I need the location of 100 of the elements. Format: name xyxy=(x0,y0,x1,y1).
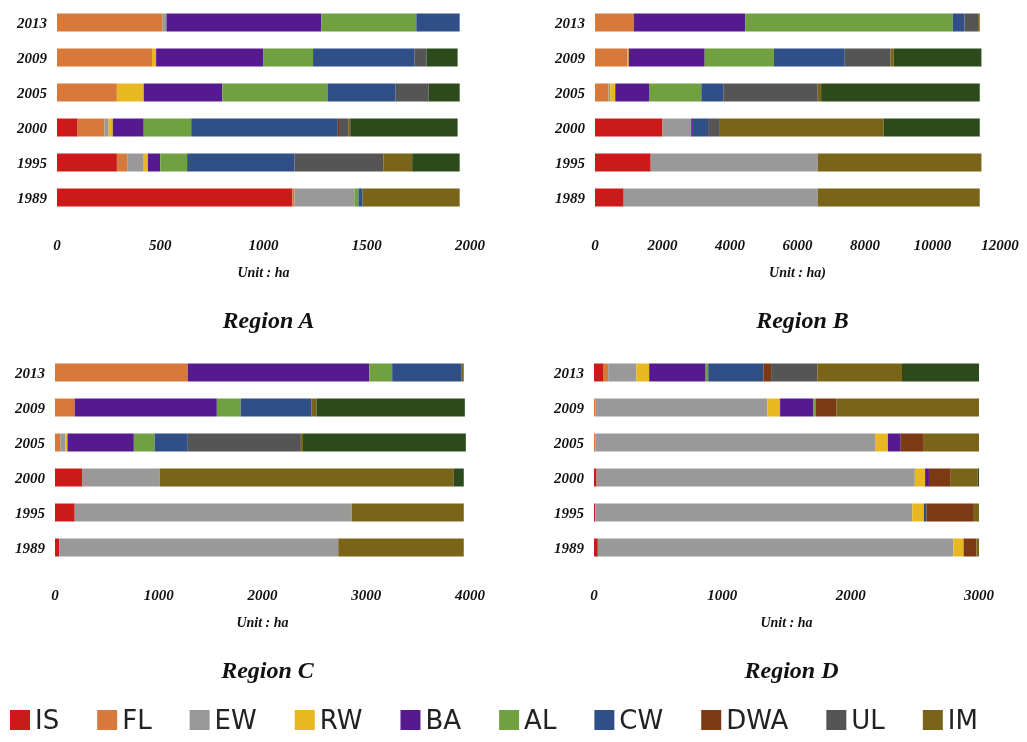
legend-label: BA xyxy=(425,705,462,735)
y-tick-label: 2013 xyxy=(554,14,586,31)
x-tick-label: 4000 xyxy=(714,236,746,253)
bar xyxy=(57,83,117,102)
bar xyxy=(662,118,692,137)
bar xyxy=(104,118,109,137)
bar xyxy=(973,503,979,522)
bar xyxy=(81,468,160,487)
bar xyxy=(817,153,982,172)
y-tick-label: 2005 xyxy=(16,84,48,101)
bar xyxy=(55,468,82,487)
bar xyxy=(222,83,328,102)
bar xyxy=(900,433,924,452)
bar xyxy=(392,363,462,382)
bar xyxy=(60,433,66,452)
y-tick-label: 2005 xyxy=(553,434,585,451)
bar xyxy=(976,538,979,557)
bar xyxy=(362,188,460,207)
bar xyxy=(844,48,891,67)
bar xyxy=(925,468,929,487)
bar xyxy=(594,538,598,557)
bar xyxy=(294,153,384,172)
bar xyxy=(745,13,953,32)
bar xyxy=(112,118,144,137)
bar xyxy=(339,118,349,137)
bar xyxy=(412,153,460,172)
bar xyxy=(57,153,117,172)
bar xyxy=(701,83,724,102)
y-tick-label: 1995 xyxy=(15,504,46,521)
bar xyxy=(240,398,312,417)
legend-label: IM xyxy=(947,705,978,735)
bar xyxy=(108,118,113,137)
bar xyxy=(817,188,980,207)
bar xyxy=(313,48,415,67)
bar xyxy=(914,468,926,487)
bar xyxy=(327,83,396,102)
x-axis-title: Unit : ha) xyxy=(769,264,826,281)
bar xyxy=(595,48,628,67)
bar xyxy=(883,118,980,137)
bar xyxy=(162,13,167,32)
y-tick-label: 1989 xyxy=(554,539,585,556)
x-tick-label: 3000 xyxy=(350,586,382,603)
bar xyxy=(143,83,223,102)
bar xyxy=(719,118,884,137)
bar xyxy=(923,433,979,452)
bar xyxy=(57,118,78,137)
bar xyxy=(191,118,338,137)
bar xyxy=(316,398,465,417)
x-tick-label: 2000 xyxy=(454,236,486,253)
y-tick-label: 2000 xyxy=(553,469,585,486)
bar xyxy=(780,398,814,417)
y-tick-label: 1989 xyxy=(555,189,586,206)
bar xyxy=(426,48,458,67)
legend-label: UL xyxy=(851,705,886,735)
x-tick-label: 3000 xyxy=(963,586,995,603)
bar xyxy=(187,153,295,172)
bar xyxy=(300,433,303,452)
bar xyxy=(623,188,818,207)
bar xyxy=(708,118,720,137)
bar xyxy=(351,503,464,522)
bar xyxy=(875,433,888,452)
x-axis-title: Unit : ha xyxy=(236,614,289,630)
bar xyxy=(595,188,624,207)
x-axis-title: Unit : ha xyxy=(760,614,813,630)
y-tick-label: 1995 xyxy=(17,154,48,171)
y-tick-label: 2009 xyxy=(554,49,586,66)
bar xyxy=(338,538,464,557)
x-tick-label: 0 xyxy=(53,236,62,253)
y-tick-label: 2000 xyxy=(14,469,46,486)
bar xyxy=(650,153,818,172)
x-tick-label: 8000 xyxy=(850,236,881,253)
bar xyxy=(187,363,370,382)
bar xyxy=(628,48,705,67)
bar xyxy=(817,363,902,382)
bar xyxy=(595,503,913,522)
text: Region A xyxy=(221,307,315,333)
bar xyxy=(893,48,982,67)
bar xyxy=(55,363,188,382)
bar xyxy=(302,433,466,452)
bar xyxy=(166,13,322,32)
bar xyxy=(147,153,161,172)
bar xyxy=(813,398,817,417)
bar xyxy=(151,48,157,67)
x-tick-label: 1500 xyxy=(351,236,383,253)
bar xyxy=(708,363,764,382)
y-tick-label: 2013 xyxy=(553,364,585,381)
bar xyxy=(633,13,746,32)
bar xyxy=(116,153,128,172)
y-tick-label: 2005 xyxy=(554,84,586,101)
y-tick-label: 1995 xyxy=(555,154,586,171)
bar xyxy=(428,83,460,102)
bar xyxy=(964,13,979,32)
text: Region C xyxy=(220,657,315,683)
bar xyxy=(348,118,351,137)
bar xyxy=(414,48,427,67)
bar xyxy=(595,433,876,452)
bar xyxy=(59,538,339,557)
bar xyxy=(143,153,148,172)
bar xyxy=(767,398,781,417)
bar xyxy=(337,118,340,137)
